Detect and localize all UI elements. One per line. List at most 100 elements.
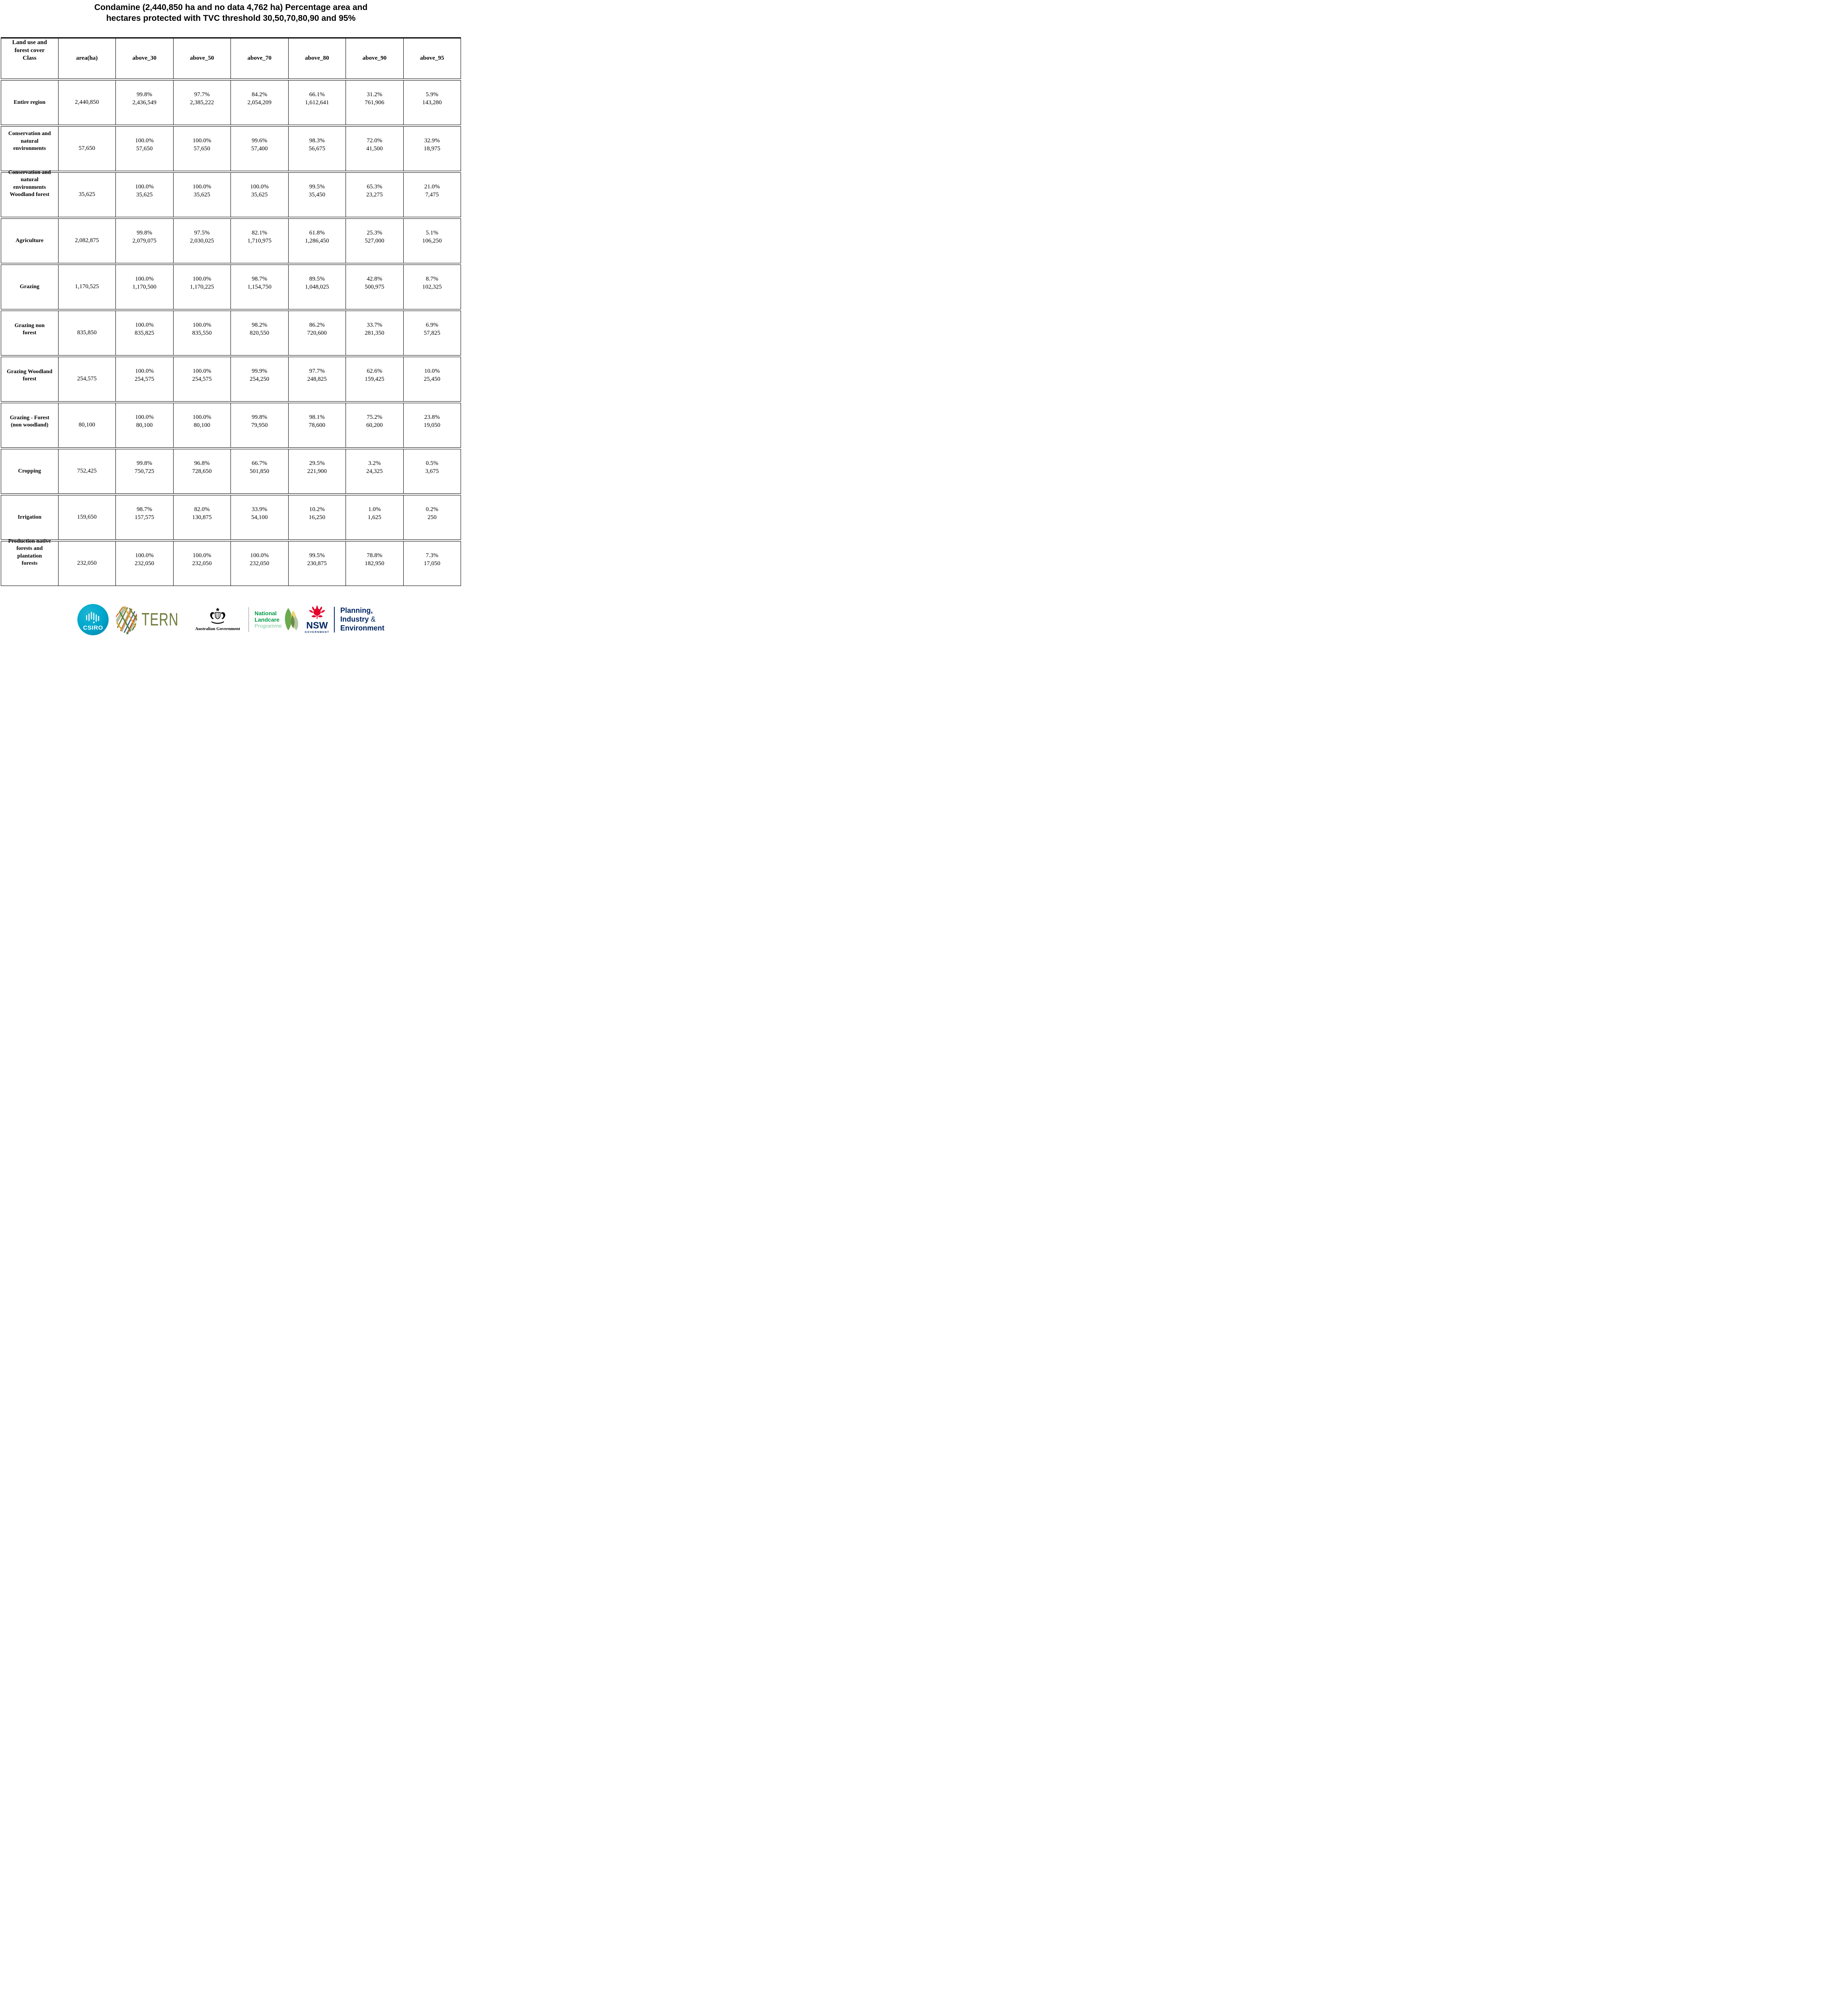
value-cell: 6.9% 57,825 — [403, 310, 461, 356]
value-cell: 1.0% 1,625 — [346, 495, 404, 540]
value-cell: 5.9% 143,280 — [403, 80, 461, 125]
value-cell: 86.2% 720,600 — [288, 310, 346, 356]
value-cell: 23.8% 19,050 — [403, 402, 461, 448]
column-header: above_95 — [403, 37, 461, 79]
table-row: Cropping 752,425 99.8% 750,725 96.8% 728,650 6… — [1, 448, 461, 494]
value-cell: 98.2% 820,550 — [231, 310, 289, 356]
australian-government-label: Australian Government — [195, 626, 241, 632]
area-cell: 35,625 — [58, 172, 116, 217]
row-label: Grazing Woodland forest — [1, 356, 59, 402]
value-cell: 99.8% 750,725 — [116, 448, 174, 494]
value-cell: 100.0% 57,650 — [173, 126, 231, 171]
landcare-label-line3: Programme — [254, 623, 282, 629]
value-cell: 100.0% 1,170,500 — [116, 264, 174, 309]
row-label: Conservation and natural environments Wo… — [1, 170, 59, 217]
value-cell: 89.5% 1,048,025 — [288, 264, 346, 309]
row-label: Grazing non forest — [1, 310, 59, 356]
value-cell: 100.0% 1,170,225 — [173, 264, 231, 309]
table-row: Conservation and natural environments Wo… — [1, 170, 461, 217]
value-cell: 65.3% 23,275 — [346, 172, 404, 217]
tern-map-icon — [116, 606, 137, 634]
area-cell: 835,850 — [58, 310, 116, 356]
value-cell: 100.0% 835,550 — [173, 310, 231, 356]
value-cell: 32.9% 18,975 — [403, 126, 461, 171]
value-cell: 8.7% 102,325 — [403, 264, 461, 309]
row-label: Grazing — [1, 264, 59, 309]
table-header: Land use and forest cover Class area(ha) a… — [1, 37, 461, 79]
row-label: Conservation and natural environments — [1, 126, 59, 171]
value-cell: 66.1% 1,612,641 — [288, 80, 346, 125]
value-cell: 84.2% 2,054,209 — [231, 80, 289, 125]
value-cell: 100.0% 35,625 — [116, 172, 174, 217]
table-row: Production native forests and plantation… — [1, 538, 461, 586]
page-title: Condamine (2,440,850 ha and no data 4,76… — [4, 2, 458, 24]
row-label: Irrigation — [1, 495, 59, 540]
value-cell: 33.9% 54,100 — [231, 495, 289, 540]
value-cell: 7.3% 17,050 — [403, 541, 461, 586]
value-cell: 10.0% 25,450 — [403, 356, 461, 402]
nsw-label: NSW — [306, 620, 328, 631]
table-body: Entire region 2,440,850 99.8% 2,436,549 97.7… — [1, 80, 461, 586]
area-cell: 1,170,525 — [58, 264, 116, 309]
value-cell: 100.0% 232,050 — [173, 541, 231, 586]
value-cell: 96.8% 728,650 — [173, 448, 231, 494]
land-use-table: Land use and forest cover Class area(ha) a… — [1, 36, 461, 587]
column-header: above_70 — [231, 37, 289, 79]
value-cell: 82.0% 130,875 — [173, 495, 231, 540]
value-cell: 21.0% 7,475 — [403, 172, 461, 217]
page-title-line2: hectares protected with TVC threshold 30… — [106, 13, 356, 23]
value-cell: 5.1% 106,250 — [403, 218, 461, 263]
area-cell: 80,100 — [58, 402, 116, 448]
value-cell: 100.0% 232,050 — [116, 541, 174, 586]
value-cell: 97.7% 2,385,222 — [173, 80, 231, 125]
value-cell: 10.2% 16,250 — [288, 495, 346, 540]
value-cell: 62.6% 159,425 — [346, 356, 404, 402]
landcare-leaves-icon — [285, 608, 298, 630]
value-cell: 100.0% 35,625 — [173, 172, 231, 217]
area-cell: 159,650 — [58, 495, 116, 540]
value-cell: 29.5% 221,900 — [288, 448, 346, 494]
page-title-line1: Condamine (2,440,850 ha and no data 4,76… — [94, 3, 368, 12]
value-cell: 98.3% 56,675 — [288, 126, 346, 171]
pie-line2: Industry & — [340, 615, 376, 623]
value-cell: 61.8% 1,286,450 — [288, 218, 346, 263]
pie-line3: Environment — [340, 624, 384, 632]
footer-logos: CSIRO — [0, 604, 462, 645]
value-cell: 100.0% 835,825 — [116, 310, 174, 356]
nsw-government-label: GOVERNMENT — [305, 631, 330, 634]
value-cell: 100.0% 57,650 — [116, 126, 174, 171]
row-label: Cropping — [1, 448, 59, 494]
value-cell: 97.5% 2,030,025 — [173, 218, 231, 263]
pie-line1: Planning, — [340, 606, 373, 615]
value-cell: 99.8% 2,436,549 — [116, 80, 174, 125]
value-cell: 100.0% 232,050 — [231, 541, 289, 586]
value-cell: 99.8% 2,079,075 — [116, 218, 174, 263]
value-cell: 75.2% 60,200 — [346, 402, 404, 448]
value-cell: 31.2% 761,906 — [346, 80, 404, 125]
value-cell: 99.9% 254,250 — [231, 356, 289, 402]
value-cell: 0.2% 250 — [403, 495, 461, 540]
value-cell: 72.0% 41,500 — [346, 126, 404, 171]
waratah-icon — [309, 605, 325, 619]
area-cell: 752,425 — [58, 448, 116, 494]
tern-logo: TERN — [114, 604, 187, 635]
value-cell: 25.3% 527,000 — [346, 218, 404, 263]
national-landcare-logo: National Landcare Programme — [255, 607, 300, 632]
row-label: Grazing - Forest (non woodland) — [1, 402, 59, 448]
value-cell: 66.7% 501,850 — [231, 448, 289, 494]
row-label: Entire region — [1, 80, 59, 125]
table-row: Grazing 1,170,525 100.0% 1,170,500 100.0% 1,1… — [1, 264, 461, 309]
column-header: above_80 — [288, 37, 346, 79]
area-cell: 2,082,875 — [58, 218, 116, 263]
column-header: above_30 — [116, 37, 174, 79]
row-label: Agriculture — [1, 218, 59, 263]
table-row: Irrigation 159,650 98.7% 157,575 82.0% 130,87… — [1, 495, 461, 540]
footer-divider-navy — [334, 606, 335, 632]
csiro-logo-icon: CSIRO — [77, 604, 109, 635]
value-cell: 100.0% 254,575 — [116, 356, 174, 402]
landcare-label-line1: National — [254, 610, 277, 616]
area-cell: 232,050 — [58, 541, 116, 586]
value-cell: 100.0% 80,100 — [173, 402, 231, 448]
column-header: above_90 — [346, 37, 404, 79]
value-cell: 98.1% 78,600 — [288, 402, 346, 448]
